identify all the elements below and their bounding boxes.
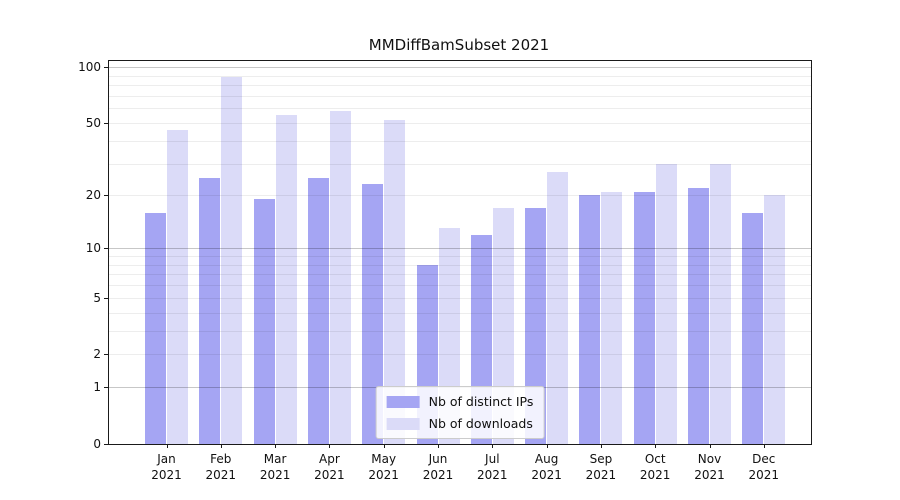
x-tick-label-7: Aug 2021 (531, 452, 562, 482)
x-tick-1 (220, 444, 222, 448)
x-tick-label-9: Oct 2021 (639, 452, 671, 482)
bar-downloads-10 (710, 163, 731, 444)
bar-ips-11 (742, 212, 764, 444)
chart-title: MMDiffBamSubset 2021 (368, 36, 550, 54)
bar-downloads-0 (167, 129, 188, 444)
plot-area: 100 50 20 10 5 2 1 0 Jan 2021 Feb 2021 Mar 2021 Ap… (78, 60, 812, 482)
y-tick-label-10: 10 (85, 241, 101, 256)
bar-ips-0 (145, 212, 166, 444)
x-tick-0 (166, 444, 168, 448)
x-tick-label-8: Sep 2021 (585, 452, 617, 482)
legend-swatch-downloads (386, 417, 420, 430)
bar-ips-10 (688, 187, 709, 444)
bar-ips-3 (307, 177, 329, 444)
bar-ips-2 (253, 199, 275, 444)
bar-downloads-3 (329, 110, 351, 444)
y-tick-label-1: 1 (93, 380, 101, 395)
bar-downloads-6 (492, 207, 514, 444)
x-tick-11 (763, 444, 765, 448)
y-tick-2 (104, 354, 108, 356)
x-tick-6 (492, 444, 494, 448)
x-tick-label-3: Apr 2021 (314, 452, 345, 482)
x-tick-label-6: Jul 2021 (477, 452, 508, 482)
y-tick-5 (104, 297, 108, 299)
gridline-minor-30 (109, 163, 811, 165)
gridline-minor-70 (109, 95, 811, 97)
bar-downloads-2 (275, 115, 297, 444)
y-tick-label-0: 0 (93, 437, 101, 451)
legend-label-distinct-ips: Nb of distinct IPs (428, 394, 534, 409)
x-tick-7 (546, 444, 548, 448)
x-tick-label-4: May 2021 (368, 452, 399, 482)
legend-item-distinct-ips: Nb of distinct IPs (386, 394, 534, 409)
x-tick-label-2: Mar 2021 (259, 452, 291, 482)
bar-downloads-4 (384, 119, 406, 444)
x-tick-label-11: Dec 2021 (748, 452, 780, 482)
bar-ips-1 (199, 177, 221, 444)
bar-ips-8 (579, 195, 601, 444)
x-tick-9 (655, 444, 657, 448)
bar-downloads-1 (221, 77, 243, 444)
bar-downloads-8 (601, 191, 623, 444)
y-tick-label-2: 2 (93, 347, 101, 362)
x-tick-10 (709, 444, 711, 448)
x-tick-label-5: Jun 2021 (422, 452, 454, 482)
gridline-minor-50 (109, 122, 811, 124)
x-tick-3 (329, 444, 331, 448)
bar-ips-4 (362, 184, 384, 444)
y-tick-20 (104, 195, 108, 197)
legend-label-downloads: Nb of downloads (428, 416, 533, 431)
y-tick-100 (104, 67, 108, 68)
bar-ips-9 (633, 191, 655, 444)
y-tick-1 (104, 387, 108, 389)
gridline-minor-40 (109, 140, 811, 142)
gridline-minor-80 (109, 85, 811, 86)
gridline-minor-60 (109, 108, 811, 110)
y-tick-10 (104, 248, 108, 250)
bar-ips-7 (525, 207, 547, 444)
y-tick-label-100: 100 (78, 60, 101, 74)
x-tick-2 (275, 444, 277, 448)
bar-downloads-9 (655, 163, 677, 444)
x-tick-label-10: Nov 2021 (694, 452, 725, 482)
gridline-minor-90 (109, 75, 811, 77)
x-tick-8 (600, 444, 602, 448)
legend-swatch-distinct-ips (386, 395, 420, 408)
x-tick-label-1: Feb 2021 (205, 452, 237, 482)
legend-item-downloads: Nb of downloads (386, 416, 534, 431)
y-tick-label-50: 50 (85, 115, 101, 130)
y-tick-0 (104, 444, 108, 445)
gridline-major-100 (109, 67, 811, 68)
x-tick-4 (383, 444, 385, 448)
y-tick-label-20: 20 (85, 188, 101, 203)
bar-downloads-7 (547, 171, 569, 444)
y-tick-50 (104, 122, 108, 124)
legend: Nb of distinct IPs Nb of downloads (375, 386, 545, 439)
bar-downloads-11 (764, 195, 786, 444)
y-tick-label-5: 5 (93, 290, 101, 305)
x-tick-5 (438, 444, 439, 448)
x-tick-label-0: Jan 2021 (151, 452, 182, 482)
